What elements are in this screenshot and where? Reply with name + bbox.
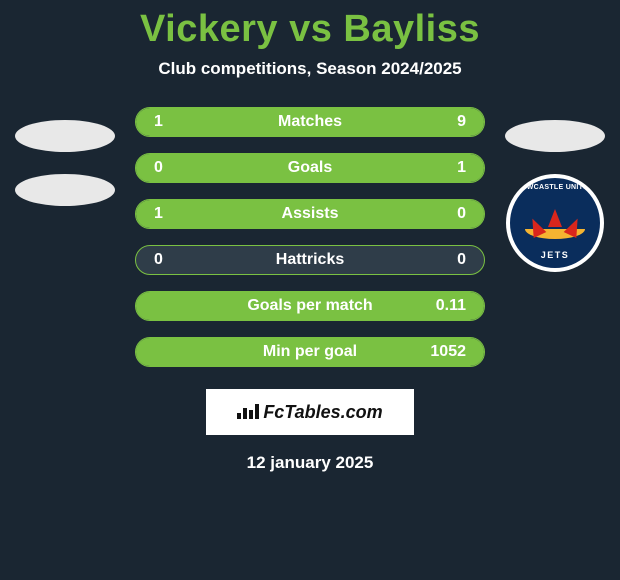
stat-label: Matches	[278, 113, 342, 131]
stat-left-value: 1	[154, 113, 163, 131]
stat-right-value: 0.11	[436, 297, 466, 315]
club-name-bottom: JETS	[541, 250, 570, 260]
stat-row: 0 Goals 1	[135, 153, 485, 183]
stat-right-value: 1052	[430, 343, 466, 361]
stat-label: Assists	[282, 205, 339, 223]
club-logo: NEWCASTLE UNITED JETS	[506, 174, 604, 272]
club-name-arc: NEWCASTLE UNITED	[516, 184, 593, 191]
avatar	[15, 120, 115, 152]
stat-right-value: 0	[457, 205, 466, 223]
stat-row: Goals per match 0.11	[135, 291, 485, 321]
stat-row: Min per goal 1052	[135, 337, 485, 367]
stat-row: 1 Assists 0	[135, 199, 485, 229]
stat-row: 1 Matches 9	[135, 107, 485, 137]
right-player-column: NEWCASTLE UNITED JETS	[500, 120, 610, 272]
subtitle: Club competitions, Season 2024/2025	[0, 59, 620, 79]
avatar	[505, 120, 605, 152]
stat-label: Goals	[288, 159, 332, 177]
stat-right-value: 1	[457, 159, 466, 177]
stat-label: Min per goal	[263, 343, 357, 361]
stat-label: Goals per match	[247, 297, 372, 315]
stat-right-value: 0	[457, 251, 466, 269]
page-title: Vickery vs Bayliss	[0, 0, 620, 51]
date-label: 12 january 2025	[0, 453, 620, 473]
stats-list: 1 Matches 9 0 Goals 1 1 Assists 0 0 Hattricks 0 Goal…	[135, 107, 485, 367]
jets-icon	[525, 203, 585, 243]
stat-row: 0 Hattricks 0	[135, 245, 485, 275]
stat-left-value: 1	[154, 205, 163, 223]
stat-label: Hattricks	[276, 251, 344, 269]
stat-left-value: 0	[154, 159, 163, 177]
brand-badge: FcTables.com	[206, 389, 414, 435]
left-player-column	[10, 120, 120, 206]
chart-icon	[237, 401, 259, 424]
stat-left-value: 0	[154, 251, 163, 269]
stat-right-value: 9	[457, 113, 466, 131]
club-placeholder	[15, 174, 115, 206]
brand-text: FcTables.com	[263, 402, 382, 423]
